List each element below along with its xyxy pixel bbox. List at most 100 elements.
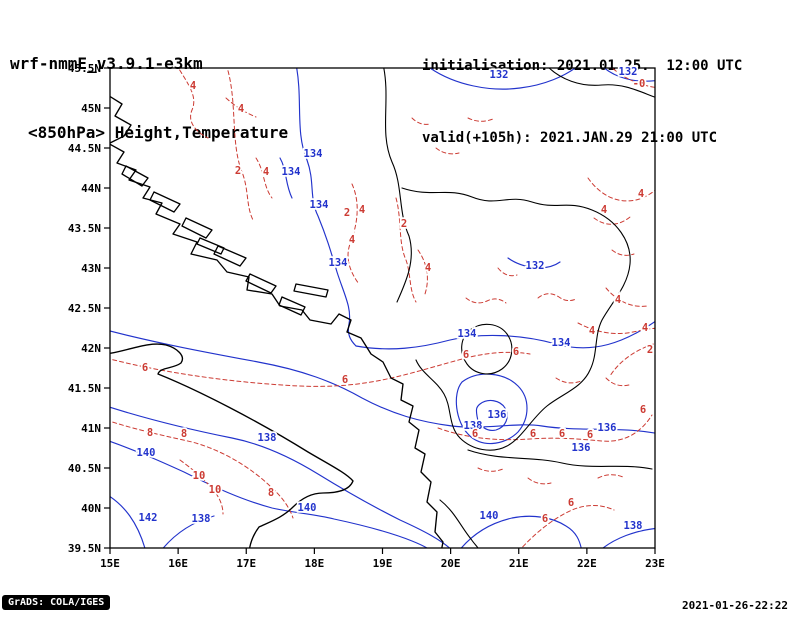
temp-contour-detail	[497, 267, 518, 277]
temperature-contour-label: 4	[642, 322, 648, 334]
height-contour-label: 132	[490, 69, 509, 81]
temperature-contour-label: 4	[359, 204, 365, 216]
croatia-bosnia-border	[383, 68, 412, 303]
valid-time: valid(+105h): 2021.JAN.29 21:00 UTC	[422, 130, 718, 146]
x-axis-label: 22E	[577, 557, 597, 570]
temp-contour-2	[395, 197, 417, 303]
island	[245, 273, 277, 294]
temperature-contour-label: 6	[559, 428, 565, 440]
temp-contour-6	[520, 505, 615, 548]
temp-contour-detail	[411, 117, 431, 125]
axis-labels: 45.5N 45N 44.5N 44N 43.5N 43N 42.5N 42N 41.5N 41N…	[68, 62, 665, 570]
y-axis-label: 39.5N	[68, 542, 101, 555]
y-axis-label: 45N	[81, 102, 101, 115]
temp-contour-detail	[555, 377, 582, 384]
height-contour-label: 132	[526, 260, 545, 272]
temperature-contour-label: 6	[513, 346, 519, 358]
height-contour-142	[110, 495, 146, 548]
grads-stamp: GrADS: COLA/IGES	[2, 595, 111, 610]
height-contour-132	[429, 68, 577, 90]
y-axis-label: 44N	[81, 182, 101, 195]
header-right: initialisation: 2021.01.25. 12:00 UTC va…	[422, 6, 742, 198]
height-contour-label: 142	[139, 512, 158, 524]
height-contour-138	[475, 399, 508, 431]
y-axis-label: 44.5N	[68, 142, 101, 155]
height-contour-136	[455, 373, 528, 445]
height-contour-134	[355, 320, 655, 350]
temp-contour-detail	[597, 474, 624, 479]
temperature-contour-label: 6	[530, 428, 536, 440]
pannonia-border	[548, 68, 655, 98]
temperature-contour-label: 6	[142, 362, 148, 374]
temp-contour-10	[179, 459, 224, 515]
temp-contour-0	[611, 68, 655, 88]
y-axis-label: 45.5N	[68, 62, 101, 75]
y-axis-label: 40N	[81, 502, 101, 515]
height-contour-label: 136	[488, 409, 507, 421]
temperature-contour-label: 6	[342, 374, 348, 386]
height-contour-138	[162, 515, 215, 548]
temp-contour-4	[587, 177, 655, 202]
height-contour-label: 136	[572, 442, 591, 454]
temp-contour-detail	[477, 467, 504, 472]
temperature-contour-label: 4	[238, 103, 244, 115]
coastlines-borders	[110, 68, 655, 548]
x-axis-label: 17E	[236, 557, 256, 570]
temperature-contour-label: 6	[587, 429, 593, 441]
x-axis-label: 16E	[168, 557, 188, 570]
temperature-contour-label: 4	[601, 204, 607, 216]
height-contour-label: 134	[310, 199, 329, 211]
x-axis-label: 18E	[304, 557, 324, 570]
height-contour-label: 136	[598, 422, 617, 434]
temperature-contours	[110, 68, 655, 548]
temp-contour-4	[577, 322, 655, 335]
temperature-contour-label: 6	[640, 404, 646, 416]
temperature-contour-label: 4	[190, 80, 196, 92]
temp-contour-detail	[465, 297, 507, 304]
temp-contour-6	[110, 351, 531, 387]
temperature-contour-label: 8	[181, 428, 187, 440]
adriatic-east-coastline	[110, 143, 444, 548]
temperature-contour-label: 2	[235, 165, 241, 177]
temperature-contour-label: 4	[589, 325, 595, 337]
temperature-contour-label: 2	[344, 207, 350, 219]
temp-contour-4	[177, 68, 209, 139]
height-contour-140	[110, 440, 429, 548]
height-contour-label: 134	[282, 166, 301, 178]
y-axis-label: 43.5N	[68, 222, 101, 235]
temperature-contour-label: 8	[147, 427, 153, 439]
island	[196, 237, 225, 255]
temperature-contour-label: 4	[349, 234, 355, 246]
temperature-contour-label: 4	[638, 188, 644, 200]
island	[181, 217, 213, 239]
height-contours	[110, 68, 655, 548]
temp-contour-detail	[467, 117, 494, 122]
temperature-contour-label: 10	[193, 470, 206, 482]
temp-contour-4	[417, 249, 428, 295]
y-axis-label: 41.5N	[68, 382, 101, 395]
temp-contour-6	[437, 414, 653, 442]
height-contour-label: 138	[258, 432, 277, 444]
temperature-contour-label: 10	[209, 484, 222, 496]
height-contour-label: 134	[329, 257, 348, 269]
temperature-contour-label: 6	[568, 497, 574, 509]
y-axis-label: 42.5N	[68, 302, 101, 315]
height-contour-label: 138	[624, 520, 643, 532]
height-contour-label: 140	[137, 447, 156, 459]
x-axis-label: 21E	[509, 557, 529, 570]
temp-contour-4	[225, 97, 257, 118]
macedonia-greece-border	[467, 449, 653, 470]
height-contour-label: 134	[458, 328, 477, 340]
field-title: <850hPa> Height,Temperature	[28, 123, 289, 142]
temperature-contour-label: 8	[268, 487, 274, 499]
height-contour-134	[279, 157, 293, 199]
temperature-contour-label: 6	[472, 428, 478, 440]
serbia-border	[401, 187, 631, 451]
temp-contour-4	[255, 157, 273, 199]
istria-coastline	[110, 95, 132, 144]
temp-contour-4	[605, 287, 648, 307]
temperature-contour-label: 2	[647, 344, 653, 356]
y-axis-label: 40.5N	[68, 462, 101, 475]
